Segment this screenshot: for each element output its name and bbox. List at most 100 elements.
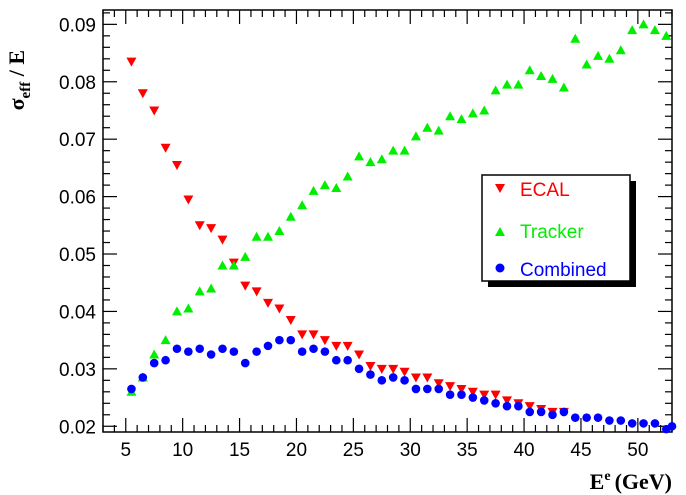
data-point-ecal	[183, 195, 194, 205]
data-point-combined	[195, 344, 205, 354]
y-tick-label: 0.06	[59, 188, 96, 209]
x-axis-title-sup: e	[604, 469, 610, 484]
data-point-combined	[559, 407, 569, 417]
data-points	[126, 19, 677, 434]
x-tick-label: 30	[400, 440, 421, 461]
data-point-combined	[229, 347, 239, 356]
x-tick-label: 35	[457, 440, 478, 461]
data-point-combined	[161, 355, 170, 365]
data-point-ecal	[171, 161, 182, 171]
data-point-ecal	[319, 336, 330, 346]
data-point-ecal	[297, 330, 308, 340]
x-tick-label: 20	[286, 440, 307, 461]
series-tracker	[126, 19, 672, 396]
data-point-tracker	[331, 182, 342, 192]
data-point-tracker	[194, 286, 205, 296]
data-point-ecal	[445, 382, 456, 392]
data-point-combined	[309, 344, 318, 354]
x-tick-label: 25	[343, 440, 364, 461]
data-point-combined	[343, 355, 352, 365]
data-point-combined	[240, 358, 250, 368]
data-point-combined	[218, 344, 227, 354]
data-point-tracker	[376, 154, 387, 164]
data-point-combined	[263, 341, 273, 351]
data-point-tracker	[524, 65, 535, 75]
y-tick-label: 0.07	[59, 130, 96, 151]
data-point-combined	[400, 376, 409, 385]
data-point-combined	[149, 358, 159, 368]
data-point-ecal	[240, 281, 251, 291]
data-point-tracker	[547, 73, 558, 83]
data-point-ecal	[308, 330, 319, 340]
data-point-ecal	[433, 379, 444, 389]
data-point-combined	[366, 370, 375, 379]
data-point-tracker	[627, 25, 638, 35]
x-tick-label: 50	[627, 440, 648, 461]
data-point-combined	[536, 407, 546, 417]
y-axis-title-sub: eff	[18, 81, 34, 99]
data-point-ecal	[342, 341, 353, 351]
data-point-tracker	[365, 157, 376, 167]
x-axis: 5 10 15 20 25 30 35 40 45 50	[102, 10, 673, 461]
legend-box	[481, 174, 631, 282]
data-point-ecal	[331, 341, 342, 351]
data-point-tracker	[263, 231, 274, 241]
data-point-tracker	[513, 79, 524, 89]
data-point-ecal	[376, 364, 387, 374]
series-combined	[127, 335, 677, 434]
data-point-tracker	[490, 85, 501, 95]
legend-marker-ecal	[495, 184, 505, 193]
data-point-ecal	[263, 298, 274, 308]
data-point-ecal	[194, 221, 205, 231]
data-point-tracker	[251, 231, 262, 241]
data-point-combined	[616, 416, 626, 425]
data-point-ecal	[399, 367, 410, 377]
data-point-tracker	[410, 131, 421, 141]
data-point-ecal	[388, 364, 399, 374]
data-point-ecal	[206, 224, 217, 234]
data-point-combined	[570, 413, 580, 422]
y-tick-label: 0.03	[59, 360, 96, 381]
y-tick-label: 0.09	[59, 15, 96, 36]
data-point-tracker	[467, 108, 478, 118]
data-point-tracker	[661, 30, 672, 40]
y-tick-label: 0.04	[59, 302, 96, 323]
data-point-ecal	[354, 350, 365, 360]
data-point-combined	[434, 384, 444, 394]
data-point-tracker	[649, 25, 660, 35]
data-point-combined	[184, 347, 193, 356]
data-point-tracker	[399, 145, 410, 155]
data-point-tracker	[160, 335, 171, 345]
y-axis-title: σeff / E	[4, 50, 34, 110]
data-point-tracker	[422, 122, 433, 132]
data-point-combined	[491, 398, 500, 408]
data-point-tracker	[274, 226, 285, 236]
data-point-tracker	[615, 45, 626, 55]
data-point-combined	[548, 410, 557, 420]
data-point-tracker	[604, 53, 615, 63]
data-point-tracker	[581, 59, 592, 69]
data-point-tracker	[149, 349, 160, 359]
data-point-ecal	[365, 361, 376, 371]
y-tick-label: 0.02	[59, 417, 96, 438]
y-axis: 0.02 0.03 0.04 0.05 0.06 0.07 0.08 0.09	[59, 12, 672, 438]
data-point-combined	[445, 390, 455, 399]
data-point-ecal	[274, 304, 285, 314]
data-point-tracker	[354, 151, 365, 161]
legend-label-tracker: Tracker	[520, 222, 584, 243]
data-point-combined	[411, 384, 421, 394]
y-axis-title-main: σ	[4, 98, 29, 110]
data-point-tracker	[570, 33, 581, 43]
x-tick-label: 5	[120, 440, 131, 461]
data-point-combined	[667, 421, 677, 431]
data-point-combined	[650, 419, 660, 428]
legend-marker-tracker	[495, 227, 505, 236]
data-point-combined	[388, 373, 398, 382]
y-tick-label: 0.05	[59, 245, 96, 266]
x-tick-label: 40	[513, 440, 534, 461]
data-point-combined	[605, 416, 614, 425]
legend-label-combined: Combined	[520, 260, 607, 281]
data-point-combined	[138, 373, 148, 382]
data-point-tracker	[171, 306, 182, 316]
data-point-ecal	[456, 384, 467, 394]
